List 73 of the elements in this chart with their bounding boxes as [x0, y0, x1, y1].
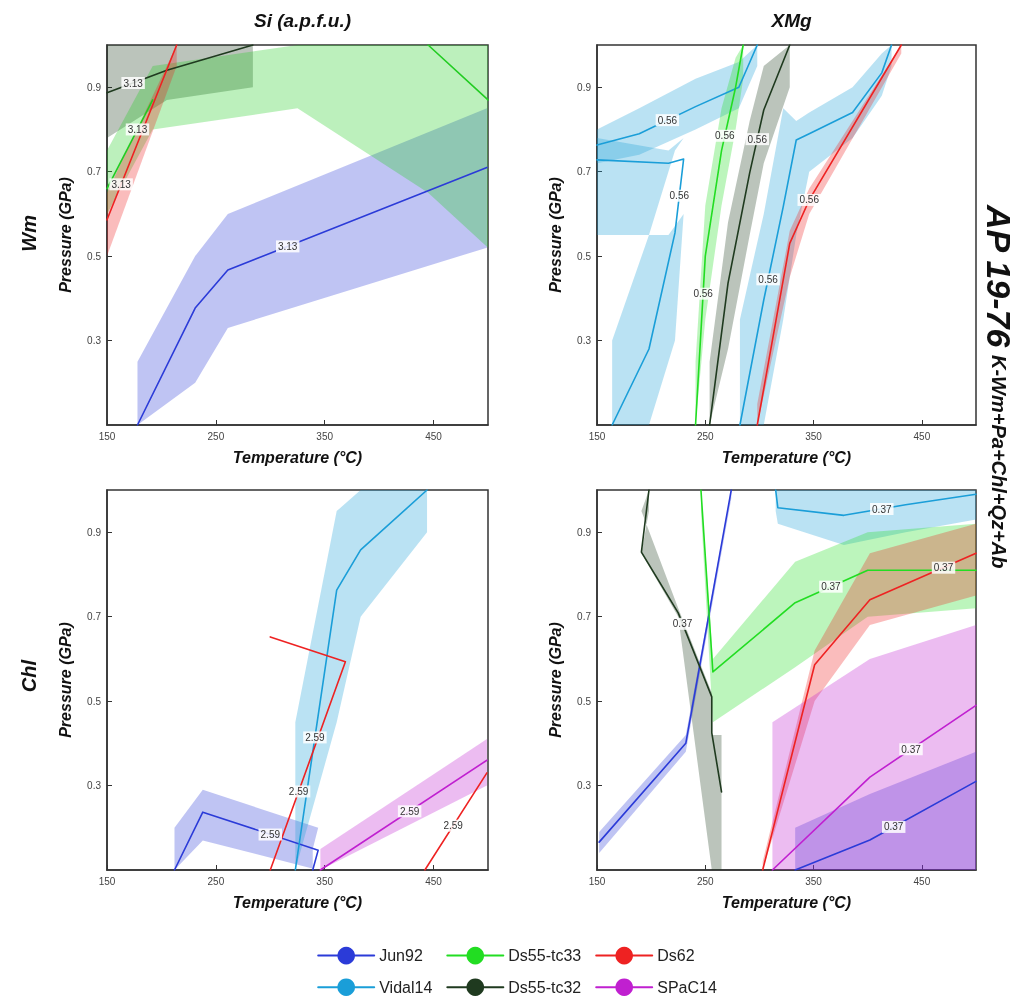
y-tick-label: 0.3: [87, 335, 102, 347]
x-axis-title: Temperature (°C): [232, 448, 363, 466]
x-tick-label: 150: [98, 430, 116, 442]
annotation: 0.56: [693, 288, 714, 300]
x-tick-label: 450: [425, 875, 443, 887]
x-axis-title: Temperature (°C): [721, 893, 852, 911]
y-tick-label: 0.3: [577, 780, 592, 792]
y-tick-label: 0.3: [577, 335, 592, 347]
annotation: 3.13: [123, 77, 144, 89]
x-tick-label: 150: [98, 875, 116, 887]
y-tick-label: 0.3: [87, 780, 102, 792]
annotation: 0.37: [872, 503, 892, 515]
y-tick-label: 0.7: [87, 166, 102, 178]
y-axis-title: Pressure (GPa): [56, 177, 74, 293]
annotation: 0.37: [821, 581, 842, 593]
y-tick-label: 0.9: [87, 526, 102, 538]
legend-label: Ds55-tc33: [508, 947, 582, 965]
y-axis-title: Pressure (GPa): [546, 622, 564, 738]
x-tick-label: 350: [805, 430, 823, 442]
y-axis-title: Pressure (GPa): [56, 622, 74, 738]
annotation: 2.59: [443, 820, 464, 832]
y-tick-label: 0.5: [87, 250, 102, 262]
x-tick-label: 450: [425, 430, 443, 442]
x-tick-label: 350: [805, 875, 823, 887]
x-axis-title: Temperature (°C): [232, 893, 363, 911]
y-tick-label: 0.9: [577, 81, 592, 93]
legend-label: SPaC14: [657, 978, 717, 996]
text: AP 19-76: [979, 205, 1018, 348]
annotation: 2.59: [288, 785, 309, 797]
annotation: 2.59: [305, 731, 326, 743]
y-tick-label: 0.7: [577, 611, 592, 623]
legend-label: Ds55-tc32: [508, 978, 582, 996]
annotation: 3.13: [111, 178, 132, 190]
y-tick-label: 0.7: [87, 611, 102, 623]
annotation: 0.37: [901, 743, 922, 755]
annotation: 0.56: [715, 130, 735, 142]
x-tick-label: 450: [913, 430, 931, 442]
y-axis-title: Pressure (GPa): [546, 177, 564, 293]
annotation: 3.13: [127, 123, 148, 135]
y-tick-label: 0.9: [577, 526, 592, 538]
text: Chl: [18, 660, 41, 693]
y-tick-label: 0.9: [87, 81, 102, 93]
y-tick-label: 0.5: [577, 250, 592, 262]
y-tick-label: 0.5: [577, 695, 592, 707]
annotation: 0.37: [883, 821, 904, 833]
x-tick-label: 250: [207, 875, 225, 887]
annotation: 0.56: [747, 133, 768, 145]
legend-label: Jun92: [379, 947, 423, 965]
y-tick-label: 0.7: [577, 166, 592, 178]
annotation: 0.37: [672, 618, 693, 630]
x-tick-label: 450: [913, 875, 931, 887]
annotation: 3.13: [277, 240, 298, 252]
x-tick-label: 250: [207, 430, 225, 442]
x-tick-label: 250: [696, 875, 715, 887]
x-tick-label: 350: [316, 875, 334, 887]
x-tick-label: 350: [316, 430, 334, 442]
x-axis-title: Temperature (°C): [721, 448, 852, 466]
chart-title: XMg: [770, 10, 812, 31]
text: Wm: [18, 215, 41, 252]
annotation: 0.56: [758, 273, 779, 285]
legend-label: Ds62: [657, 947, 695, 965]
annotation: 2.59: [399, 805, 420, 817]
annotation: 2.59: [260, 829, 281, 841]
x-tick-label: 150: [588, 430, 606, 442]
text: K-Wm+Pa+Chl+Qz+Ab: [987, 355, 1010, 569]
chart-title: Si (a.p.f.u.): [253, 10, 352, 31]
x-tick-label: 150: [588, 875, 606, 887]
y-tick-label: 0.5: [87, 695, 102, 707]
x-tick-label: 250: [696, 430, 715, 442]
annotation: 0.56: [669, 190, 690, 202]
legend-label: Vidal14: [379, 978, 433, 996]
annotation: 0.37: [933, 562, 954, 574]
annotation: 0.56: [657, 114, 678, 126]
